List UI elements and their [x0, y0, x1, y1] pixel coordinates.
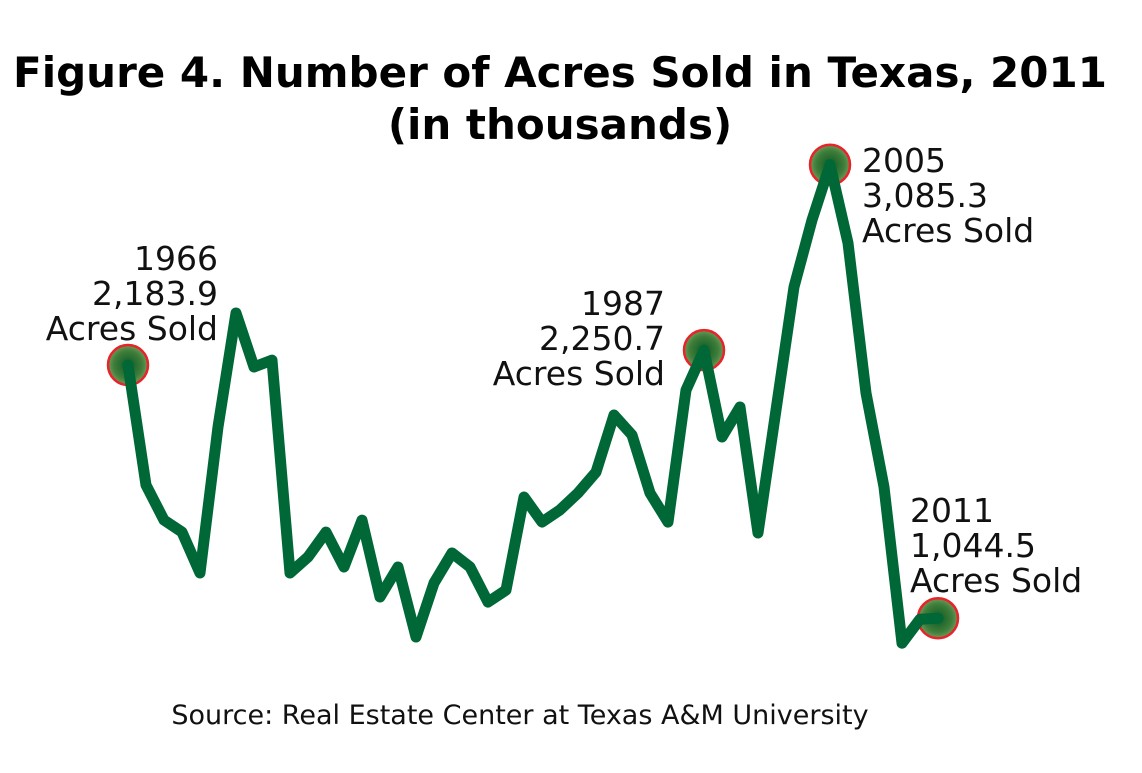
- data-point: [127, 364, 129, 366]
- data-point: [163, 519, 165, 522]
- data-point: [775, 409, 777, 412]
- data-point: [703, 349, 705, 352]
- data-point: [613, 413, 615, 416]
- data-point: [559, 508, 561, 511]
- data-point: [595, 471, 597, 474]
- data-point: [901, 642, 903, 645]
- data-point: [631, 433, 633, 436]
- series-line: [122, 159, 944, 649]
- data-point: [793, 285, 795, 288]
- data-point: [397, 565, 399, 568]
- annotation-label: 2011: [910, 491, 994, 530]
- annotation-label: Acres Sold: [46, 309, 218, 348]
- data-point: [181, 531, 183, 534]
- data-point: [343, 565, 345, 568]
- data-point: [217, 425, 219, 428]
- annotation-label: 2,250.7: [539, 319, 665, 358]
- annotation-label: 1966: [134, 239, 218, 278]
- data-point: [685, 389, 687, 392]
- data-point: [739, 405, 741, 408]
- data-point: [757, 531, 759, 534]
- data-point: [577, 491, 579, 494]
- data-point: [523, 495, 525, 498]
- data-point: [847, 241, 849, 244]
- data-point: [415, 635, 417, 638]
- annotation-label: Acres Sold: [493, 354, 665, 393]
- annotation-label: 3,085.3: [862, 176, 988, 215]
- annotation-label: 2005: [862, 141, 946, 180]
- data-point: [235, 311, 237, 314]
- data-point: [361, 519, 363, 522]
- data-point: [145, 483, 147, 486]
- data-point: [649, 491, 651, 494]
- data-point: [811, 219, 813, 222]
- data-point: [487, 601, 489, 604]
- data-point: [541, 521, 543, 524]
- data-point: [433, 581, 435, 584]
- data-point: [325, 531, 327, 534]
- data-point: [271, 359, 273, 362]
- data-point: [379, 595, 381, 598]
- data-point: [829, 163, 831, 166]
- annotation-label: Acres Sold: [862, 211, 1034, 250]
- data-point: [721, 435, 723, 438]
- annotation-label: Acres Sold: [910, 561, 1082, 600]
- data-point: [253, 365, 255, 368]
- data-point: [289, 571, 291, 574]
- data-point: [307, 555, 309, 558]
- source-note: Source: Real Estate Center at Texas A&M …: [171, 700, 869, 731]
- data-point: [451, 551, 453, 554]
- data-point: [667, 521, 669, 524]
- annotation-label: 1,044.5: [910, 526, 1036, 565]
- data-point: [199, 571, 201, 574]
- data-point: [865, 391, 867, 394]
- data-point: [469, 565, 471, 568]
- annotation-label: 2,183.9: [92, 274, 218, 313]
- chart-title: Figure 4. Number of Acres Sold in Texas,…: [13, 48, 1107, 97]
- annotation-label: 1987: [581, 284, 665, 323]
- data-point: [505, 589, 507, 592]
- data-point: [919, 618, 921, 621]
- data-point: [883, 485, 885, 488]
- chart-subtitle: (in thousands): [387, 100, 733, 149]
- data-point: [937, 617, 939, 620]
